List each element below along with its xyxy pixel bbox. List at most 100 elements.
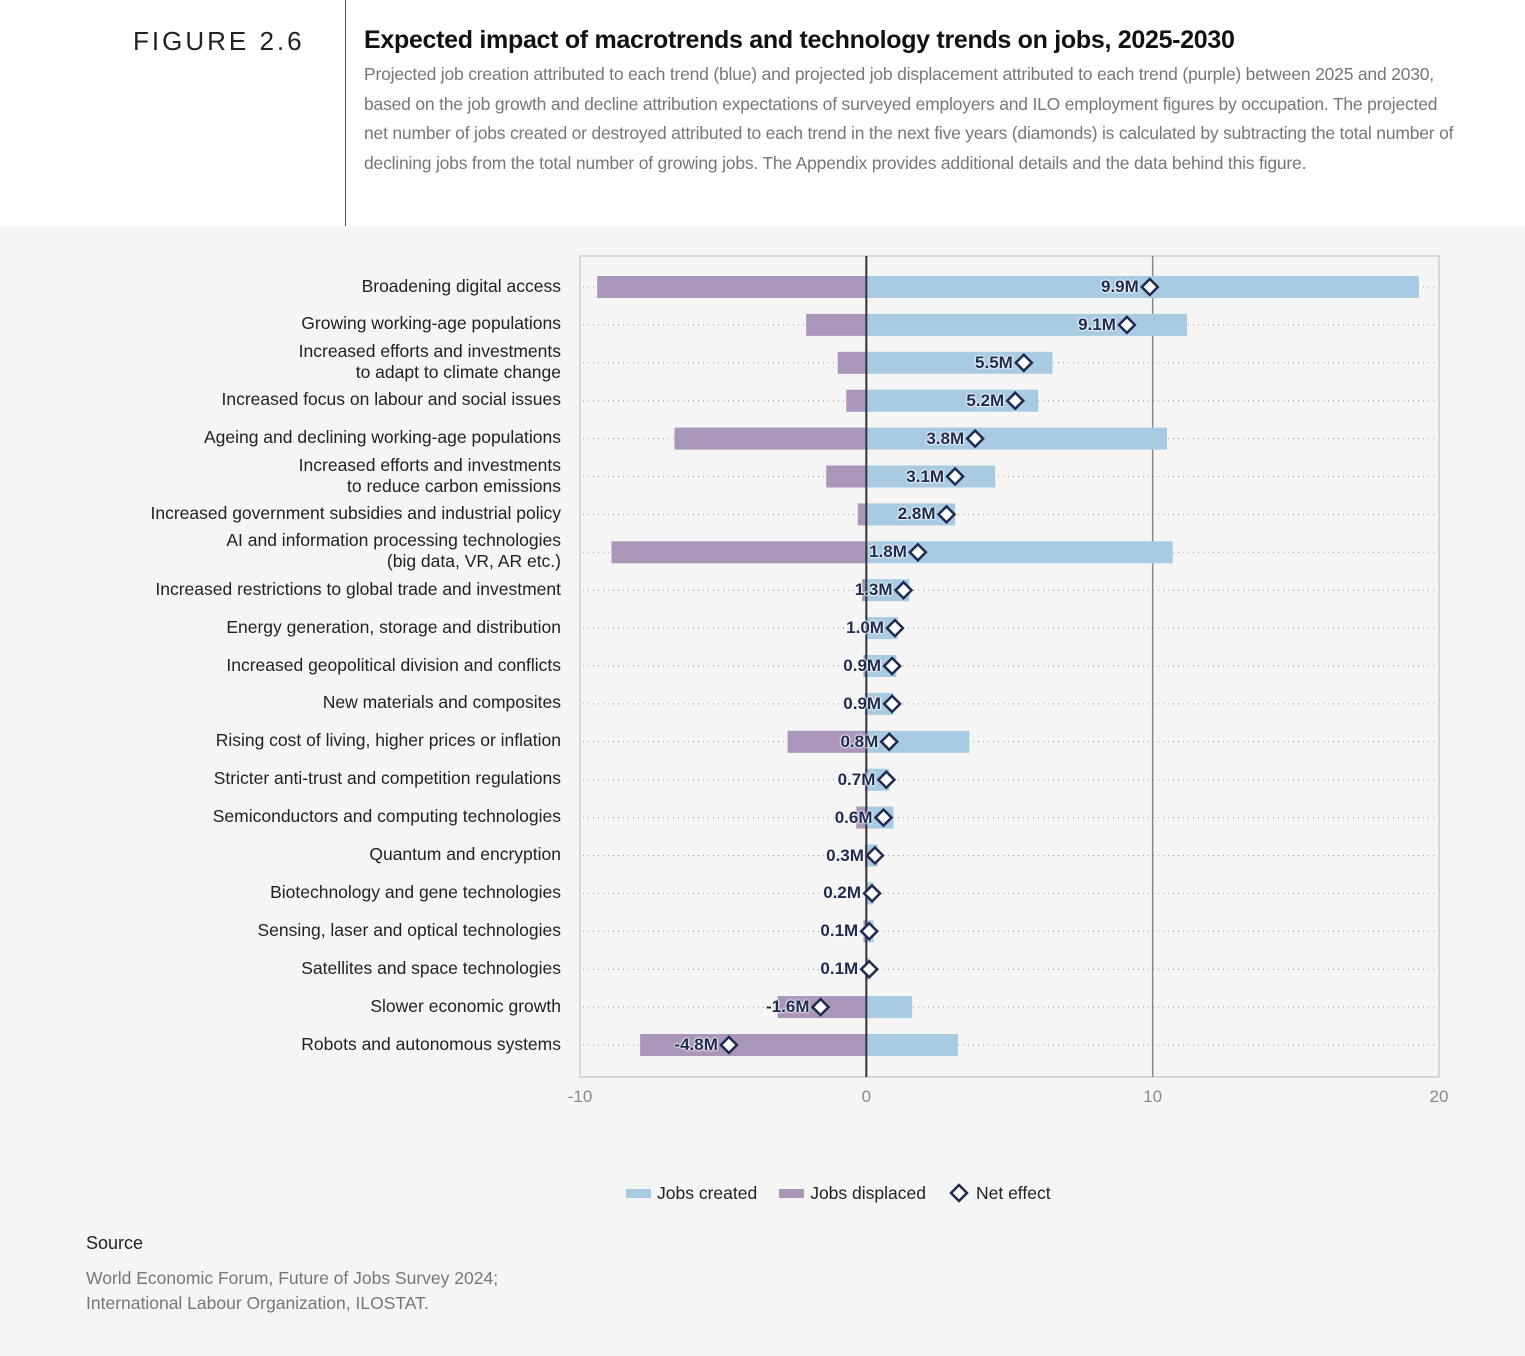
net-value-label: 2.8M bbox=[897, 504, 936, 524]
category-label: Increased government subsidies and indus… bbox=[150, 502, 561, 523]
net-value-label: 0.2M bbox=[823, 883, 862, 903]
net-effect-diamond bbox=[893, 580, 914, 600]
net-effect-diamond bbox=[719, 1035, 739, 1055]
category-label: Semiconductors and computing technologie… bbox=[212, 806, 561, 827]
bar-jobs-displaced bbox=[640, 1034, 867, 1056]
category-label: Broadening digital access bbox=[361, 275, 561, 296]
net-effect-diamond bbox=[908, 542, 928, 563]
net-value-label: 0.6M bbox=[834, 807, 873, 827]
bar-jobs-created bbox=[866, 465, 996, 488]
net-effect-diamond bbox=[810, 997, 831, 1017]
category-label: Rising cost of living, higher prices or … bbox=[215, 730, 561, 751]
bar-jobs-created bbox=[866, 351, 1053, 374]
bar-jobs-displaced bbox=[806, 313, 867, 336]
legend-label: Jobs created bbox=[657, 1182, 758, 1203]
net-effect-diamond bbox=[1140, 277, 1160, 297]
net-effect-diamond bbox=[1005, 390, 1025, 411]
bar-jobs-displaced bbox=[837, 351, 867, 374]
bar-jobs-displaced bbox=[857, 503, 867, 526]
net-value-label: 0.1M bbox=[820, 921, 859, 941]
legend: Jobs created Jobs displaced Net effect bbox=[626, 1182, 1051, 1204]
net-effect-diamond bbox=[859, 921, 879, 942]
net-value-label: 0.9M bbox=[843, 656, 882, 675]
net-effect-diamond bbox=[1014, 353, 1034, 373]
net-value-label: 0.1M bbox=[820, 959, 859, 979]
bar-jobs-created bbox=[866, 427, 1167, 450]
header-panel bbox=[0, 0, 1525, 226]
category-label: Satellites and space technologies bbox=[301, 957, 561, 978]
bar-jobs-displaced bbox=[597, 276, 867, 298]
category-label: Stricter anti-trust and competition regu… bbox=[213, 768, 561, 789]
net-value-label: 3.8M bbox=[926, 428, 965, 448]
net-effect-diamond bbox=[1117, 315, 1137, 335]
net-value-label: 5.5M bbox=[975, 352, 1013, 372]
net-effect-diamond bbox=[885, 618, 905, 638]
category-label: Increased geopolitical division and conf… bbox=[226, 654, 561, 675]
net-effect-diamond bbox=[876, 769, 897, 790]
category-label: Increased restrictions to global trade a… bbox=[155, 578, 561, 599]
legend-label: Net effect bbox=[975, 1182, 1051, 1203]
net-effect-diamond bbox=[882, 656, 902, 676]
net-effect-diamond bbox=[945, 466, 965, 487]
bar-jobs-displaced bbox=[826, 465, 867, 488]
legend-displaced: Jobs displaced bbox=[779, 1183, 926, 1204]
net-value-label: 9.1M bbox=[1078, 314, 1116, 334]
legend-created: Jobs created bbox=[626, 1183, 757, 1204]
bar-jobs-displaced bbox=[856, 806, 867, 829]
bar-jobs-created bbox=[866, 1034, 958, 1056]
category-label: Robots and autonomous systems bbox=[301, 1033, 561, 1054]
bar-jobs-displaced bbox=[846, 389, 867, 412]
category-label: Growing working-age populations bbox=[301, 313, 561, 334]
chart-subtitle: Projected job creation attributed to eac… bbox=[364, 64, 1454, 174]
net-value-label: 0.3M bbox=[826, 845, 864, 865]
x-tick-label: 20 bbox=[1429, 1087, 1449, 1106]
net-effect-diamond bbox=[865, 845, 885, 866]
net-effect-diamond bbox=[965, 428, 985, 449]
source-text: World Economic Forum, Future of Jobs Sur… bbox=[86, 1268, 499, 1313]
category-label: Quantum and encryption bbox=[369, 844, 561, 864]
bar-jobs-displaced bbox=[863, 655, 867, 677]
category-label: Slower economic growth bbox=[370, 995, 561, 1016]
net-effect-diamond bbox=[862, 883, 882, 904]
bar-jobs-displaced bbox=[611, 541, 867, 564]
x-tick-label: 10 bbox=[1143, 1087, 1163, 1106]
bar-jobs-displaced bbox=[862, 579, 867, 602]
net-value-label: 3.1M bbox=[906, 466, 945, 486]
bar-jobs-created bbox=[866, 503, 956, 526]
plot-frame bbox=[579, 255, 1440, 1078]
legend-swatch-created bbox=[626, 1188, 651, 1198]
x-tick-label: 0 bbox=[861, 1087, 872, 1106]
net-value-label: 1.3M bbox=[854, 580, 893, 600]
net-value-label: -4.8M bbox=[674, 1035, 718, 1054]
net-effect-diamond bbox=[936, 504, 957, 525]
category-label: Ageing and declining working-age populat… bbox=[203, 427, 561, 448]
source-heading: Source bbox=[86, 1233, 144, 1253]
bar-jobs-displaced bbox=[787, 730, 867, 753]
category-label: New materials and composites bbox=[322, 692, 561, 713]
legend-net: Net effect bbox=[948, 1182, 1051, 1204]
net-value-label: 1.8M bbox=[869, 542, 907, 562]
category-label: Sensing, laser and optical technologies bbox=[257, 919, 561, 940]
net-value-label: 0.8M bbox=[840, 731, 879, 751]
bar-jobs-created bbox=[866, 313, 1188, 336]
bar-jobs-created bbox=[866, 579, 910, 602]
bar-jobs-displaced bbox=[674, 427, 867, 450]
net-value-label: 9.9M bbox=[1101, 277, 1139, 296]
category-label: Increased efforts and investments to adap… bbox=[298, 340, 561, 382]
net-value-label: -1.6M bbox=[766, 997, 810, 1017]
bar-jobs-created bbox=[866, 389, 1039, 412]
net-effect-diamond bbox=[873, 807, 894, 828]
legend-swatch-displaced bbox=[779, 1188, 805, 1198]
figure-label: FIGURE 2.6 bbox=[133, 26, 305, 56]
net-value-label: 5.2M bbox=[966, 390, 1005, 410]
net-value-label: 0.7M bbox=[837, 769, 876, 789]
category-label: Increased efforts and investments to redu… bbox=[298, 454, 561, 496]
bar-jobs-created bbox=[866, 617, 898, 640]
legend-label: Jobs displaced bbox=[810, 1182, 926, 1203]
bar-jobs-created bbox=[866, 692, 894, 715]
chart-title: Expected impact of macrotrends and techn… bbox=[364, 26, 1235, 54]
category-label: Increased focus on labour and social iss… bbox=[221, 389, 561, 410]
x-tick-label: -10 bbox=[567, 1087, 593, 1106]
divider bbox=[345, 0, 346, 226]
